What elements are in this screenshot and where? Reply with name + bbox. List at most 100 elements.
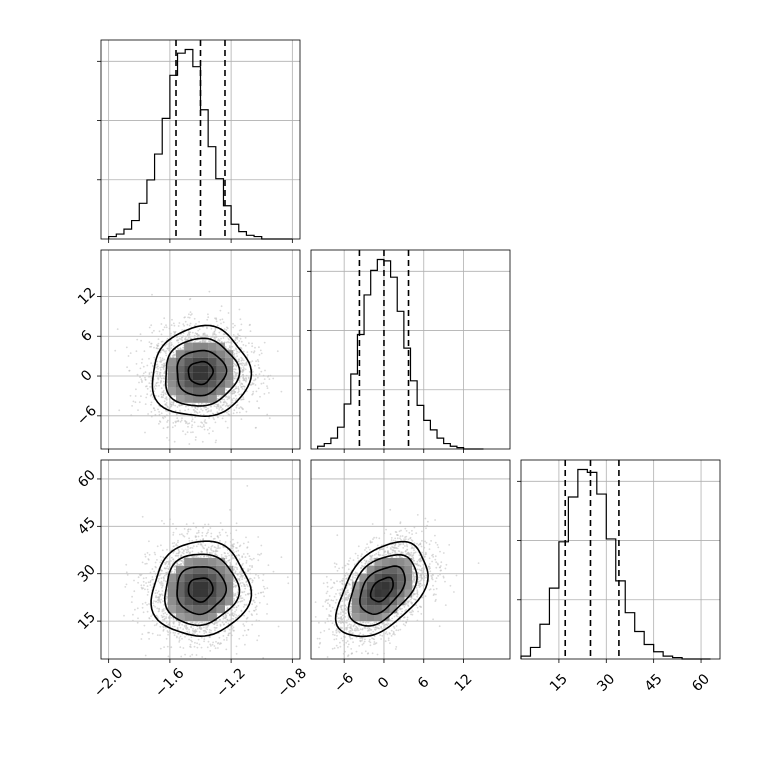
sample-point bbox=[206, 428, 209, 431]
sample-point bbox=[170, 560, 173, 562]
sample-point bbox=[159, 366, 162, 369]
sample-point bbox=[168, 407, 171, 409]
sample-point bbox=[228, 554, 231, 557]
sample-point bbox=[186, 545, 189, 547]
sample-point bbox=[235, 581, 237, 584]
density-block bbox=[192, 350, 201, 358]
sample-point bbox=[234, 363, 236, 366]
sample-point bbox=[254, 378, 257, 381]
sample-point bbox=[208, 410, 210, 412]
sample-point bbox=[277, 625, 280, 628]
sample-point bbox=[263, 595, 265, 598]
sample-point bbox=[233, 388, 235, 391]
sample-point bbox=[258, 367, 261, 370]
sample-point bbox=[143, 350, 146, 353]
sample-point bbox=[238, 340, 241, 342]
sample-point bbox=[256, 359, 259, 361]
sample-point bbox=[131, 595, 134, 598]
sample-point bbox=[159, 593, 162, 596]
sample-point bbox=[199, 556, 202, 558]
sample-point bbox=[162, 427, 165, 430]
density-block bbox=[167, 380, 177, 388]
sample-point bbox=[179, 635, 182, 638]
sample-point bbox=[201, 339, 204, 342]
density-block bbox=[167, 357, 177, 366]
sample-point bbox=[215, 640, 217, 643]
sample-point bbox=[234, 335, 237, 338]
sample-point bbox=[170, 401, 173, 404]
sample-point bbox=[165, 398, 168, 401]
sample-point bbox=[166, 645, 169, 648]
sample-point bbox=[226, 411, 228, 414]
sample-point bbox=[233, 606, 236, 609]
sample-point bbox=[172, 561, 175, 563]
grid bbox=[521, 460, 720, 659]
sample-point bbox=[172, 422, 175, 424]
sample-point bbox=[236, 350, 239, 353]
sample-point bbox=[266, 385, 268, 387]
sample-point bbox=[216, 642, 219, 645]
sample-point bbox=[225, 555, 228, 558]
sample-point bbox=[179, 420, 182, 423]
density-block bbox=[208, 342, 217, 351]
sample-point bbox=[169, 631, 172, 634]
sample-point bbox=[157, 368, 159, 370]
sample-point bbox=[182, 332, 185, 334]
sample-point bbox=[272, 570, 275, 573]
sample-point bbox=[162, 368, 165, 370]
sample-point bbox=[233, 355, 236, 358]
density-block bbox=[216, 357, 225, 366]
sample-point bbox=[166, 436, 168, 439]
sample-point bbox=[245, 634, 248, 636]
sample-point bbox=[156, 375, 158, 377]
sample-point bbox=[157, 378, 160, 381]
sample-point bbox=[258, 354, 261, 356]
density-block bbox=[208, 380, 217, 388]
sample-point bbox=[184, 653, 187, 656]
sample-point bbox=[182, 323, 185, 326]
sample-point bbox=[242, 344, 245, 346]
sample-point bbox=[208, 417, 211, 419]
sample-point bbox=[160, 333, 163, 336]
sample-point bbox=[196, 628, 199, 630]
sample-point bbox=[241, 364, 244, 367]
sample-point bbox=[268, 392, 270, 394]
sample-point bbox=[218, 407, 221, 409]
sample-point bbox=[262, 382, 265, 384]
sample-point bbox=[212, 417, 215, 419]
sample-point bbox=[234, 592, 237, 595]
sample-point bbox=[236, 620, 239, 622]
sample-point bbox=[185, 405, 187, 408]
sample-point bbox=[174, 330, 177, 333]
sample-point bbox=[134, 401, 137, 404]
sample-point bbox=[258, 407, 260, 410]
sample-point bbox=[251, 345, 254, 348]
sample-point bbox=[206, 335, 209, 338]
sample-point bbox=[138, 401, 141, 404]
sample-point bbox=[168, 345, 170, 347]
sample-point bbox=[217, 536, 220, 539]
panel-content bbox=[101, 250, 300, 449]
sample-point bbox=[164, 403, 167, 406]
sample-point bbox=[238, 329, 241, 332]
sample-point bbox=[191, 539, 194, 542]
sample-point bbox=[160, 349, 163, 352]
sample-point bbox=[136, 373, 139, 376]
sample-point bbox=[172, 565, 175, 568]
sample-point bbox=[219, 401, 222, 404]
sample-point bbox=[141, 381, 143, 383]
sample-point bbox=[191, 668, 193, 670]
sample-point bbox=[154, 394, 157, 397]
sample-point bbox=[150, 403, 152, 406]
sample-point bbox=[193, 645, 196, 648]
sample-point bbox=[199, 539, 202, 541]
sample-point bbox=[255, 619, 258, 622]
sample-point bbox=[133, 590, 136, 593]
sample-point bbox=[148, 326, 151, 329]
sample-point bbox=[229, 348, 232, 351]
sample-point bbox=[154, 605, 157, 608]
sample-point bbox=[243, 378, 246, 380]
sample-point bbox=[172, 351, 175, 354]
sample-point bbox=[238, 358, 240, 361]
sample-point bbox=[184, 320, 187, 323]
